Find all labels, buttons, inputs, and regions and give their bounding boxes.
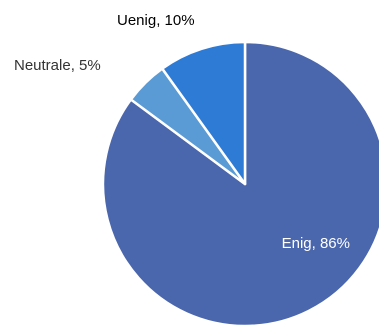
pie-slice-uenig xyxy=(161,40,247,186)
pie-slice-enig xyxy=(101,40,379,328)
data-label-uenig: Uenig, 10% xyxy=(117,12,195,29)
data-label-enig: Enig, 86% xyxy=(282,235,350,252)
pie-slices xyxy=(101,40,379,328)
data-label-neutrale: Neutrale, 5% xyxy=(14,57,101,74)
